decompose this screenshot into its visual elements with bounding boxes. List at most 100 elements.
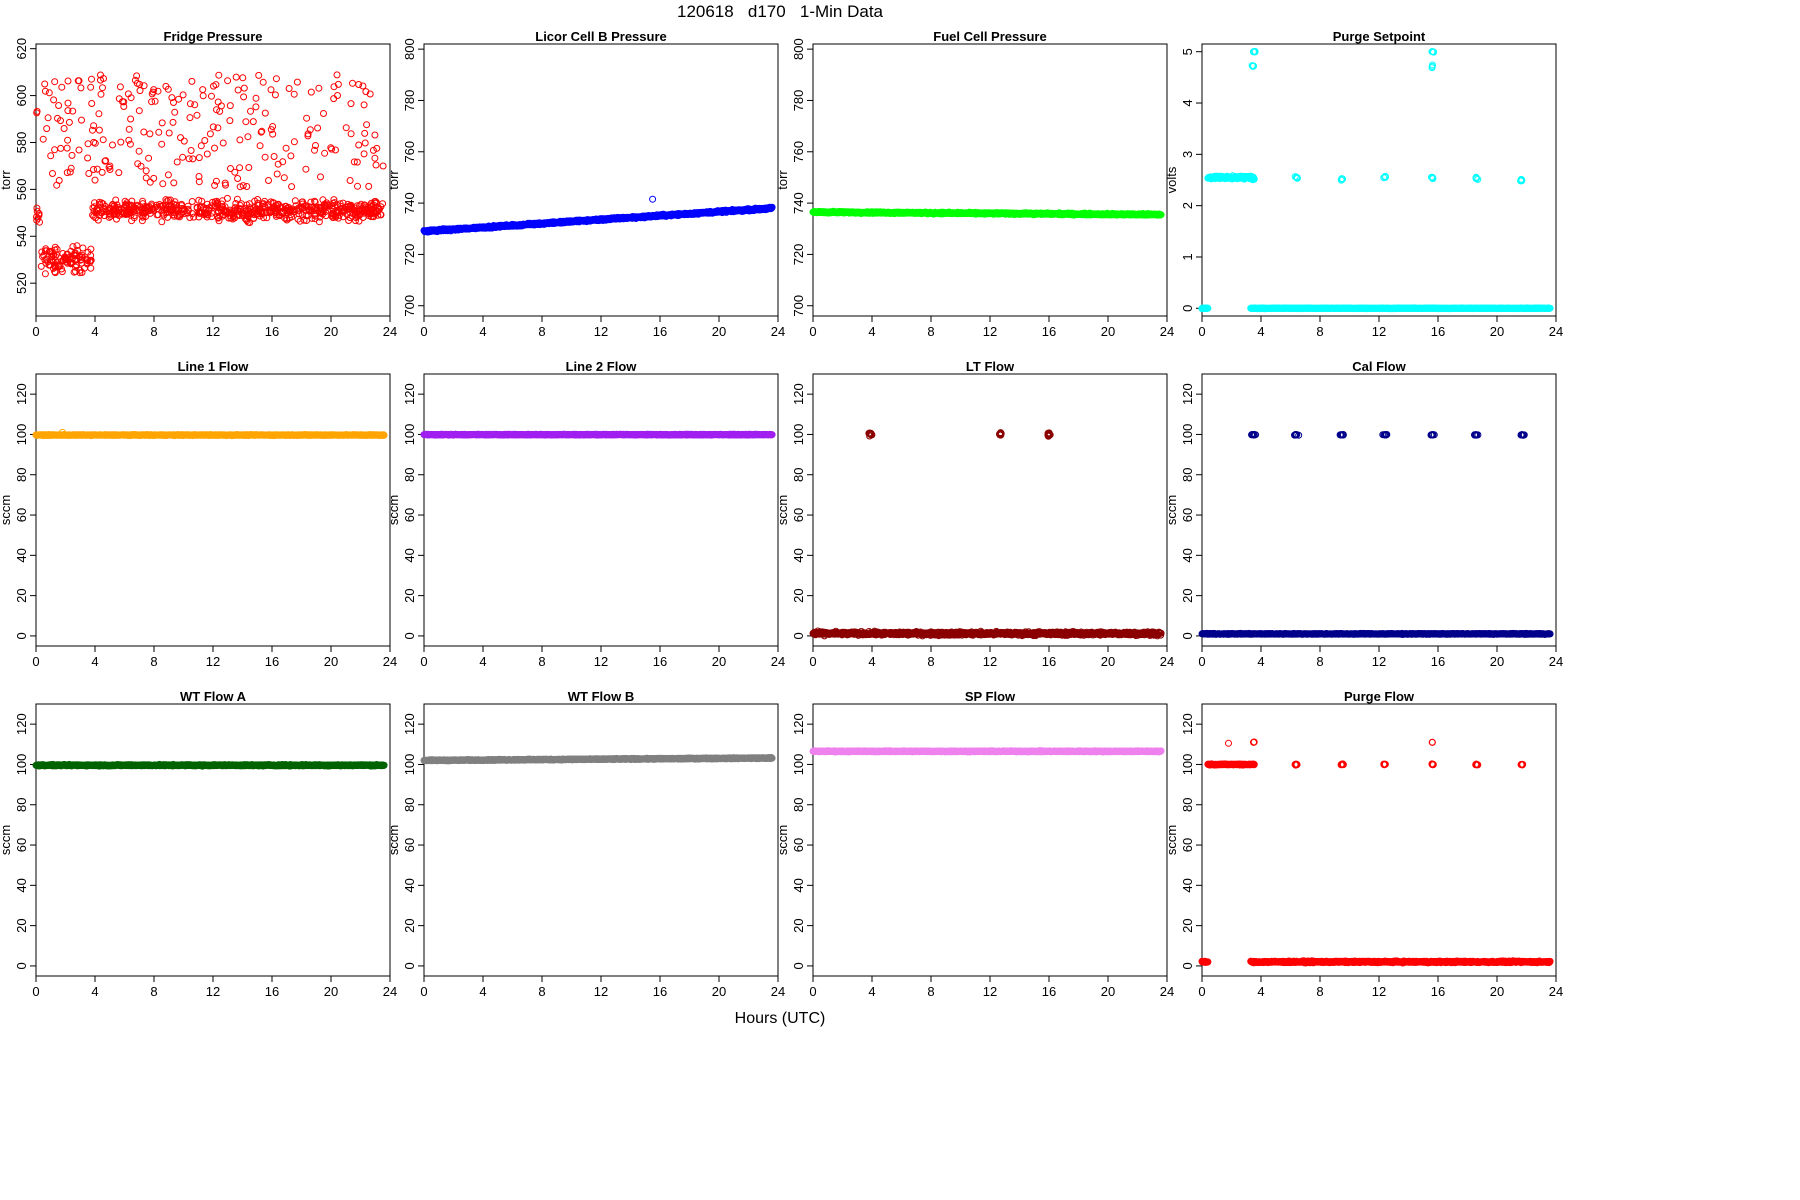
scatter-series — [420, 430, 776, 439]
data-point — [356, 211, 364, 219]
data-point — [95, 110, 103, 118]
x-tick-label: 24 — [383, 654, 397, 669]
x-tick-label: 24 — [383, 324, 397, 339]
data-point — [41, 270, 49, 278]
data-point — [164, 213, 172, 221]
data-point — [361, 139, 369, 147]
data-point — [158, 218, 166, 226]
data-point — [199, 92, 207, 100]
data-point — [171, 108, 179, 116]
x-tick-label: 4 — [91, 324, 98, 339]
data-point — [649, 195, 657, 203]
data-point — [58, 83, 66, 91]
data-point — [308, 204, 316, 212]
data-point — [255, 210, 263, 218]
data-point — [213, 197, 221, 205]
data-point — [360, 101, 368, 109]
data-point — [76, 266, 84, 274]
scatter-series — [32, 428, 388, 440]
data-point — [284, 209, 292, 217]
data-point — [64, 136, 72, 144]
data-point — [159, 180, 167, 188]
data-point — [243, 183, 251, 190]
x-tick-label: 20 — [1101, 324, 1115, 339]
data-point — [347, 100, 355, 108]
x-tick-label: 12 — [206, 324, 220, 339]
data-point — [285, 85, 293, 92]
data-point — [315, 218, 323, 226]
y-tick-label: 20 — [14, 588, 29, 602]
x-tick-label: 4 — [91, 654, 98, 669]
data-point — [282, 202, 290, 210]
data-point — [290, 138, 298, 146]
x-tick-label: 0 — [32, 324, 39, 339]
data-point — [65, 118, 73, 126]
x-tick-label: 12 — [1372, 324, 1386, 339]
data-point — [249, 118, 257, 126]
data-point — [44, 114, 52, 122]
data-point — [272, 75, 280, 83]
data-point — [203, 200, 211, 208]
scatter-series — [1198, 47, 1554, 313]
x-tick-label: 4 — [479, 324, 486, 339]
data-point — [33, 216, 41, 224]
data-point — [261, 109, 269, 117]
data-point — [197, 142, 205, 150]
data-point — [355, 141, 363, 149]
data-point — [69, 243, 77, 251]
scatter-series — [809, 207, 1165, 219]
data-point — [43, 125, 51, 133]
data-point — [243, 217, 251, 225]
data-point — [360, 150, 368, 158]
data-point — [84, 248, 92, 256]
data-point — [186, 114, 194, 122]
data-point — [247, 107, 254, 115]
x-tick-label: 0 — [809, 324, 816, 339]
data-point — [79, 244, 87, 252]
data-point — [195, 209, 203, 217]
plot-frame — [423, 373, 779, 647]
data-point — [339, 213, 347, 221]
data-point — [85, 170, 93, 177]
data-point — [138, 217, 146, 225]
data-point — [357, 210, 365, 218]
data-point — [240, 93, 248, 101]
data-point — [94, 216, 102, 224]
data-point — [321, 202, 329, 210]
data-point — [173, 201, 181, 209]
data-point — [64, 77, 72, 85]
data-point — [303, 114, 311, 122]
scatter-series — [420, 195, 776, 236]
data-point — [214, 209, 222, 217]
data-point — [88, 100, 96, 107]
x-tick-label: 8 — [927, 324, 934, 339]
y-tick-label: 600 — [14, 85, 29, 107]
data-point — [301, 202, 309, 210]
x-tick-label: 16 — [1042, 324, 1056, 339]
data-point — [266, 206, 274, 214]
y-tick-label: 80 — [402, 468, 417, 482]
data-point — [299, 200, 307, 208]
data-point — [116, 83, 124, 91]
data-point — [233, 195, 241, 203]
data-point — [208, 213, 216, 221]
data-point — [206, 130, 214, 138]
data-point — [78, 253, 86, 261]
data-point — [347, 130, 355, 138]
data-point — [340, 206, 348, 214]
panel-title: Fuel Cell Pressure — [933, 29, 1046, 44]
y-axis-label: volts — [1164, 166, 1179, 193]
data-point — [301, 206, 309, 214]
data-point — [215, 71, 223, 79]
data-point — [86, 257, 94, 265]
data-point — [219, 212, 226, 220]
y-tick-label: 120 — [14, 383, 29, 405]
data-point — [303, 217, 310, 224]
y-axis-label: torr — [0, 170, 13, 190]
data-point — [125, 125, 133, 133]
x-tick-label: 12 — [206, 654, 220, 669]
data-point — [179, 153, 187, 161]
data-point — [211, 144, 218, 152]
data-point — [73, 242, 81, 250]
data-point — [224, 77, 232, 85]
